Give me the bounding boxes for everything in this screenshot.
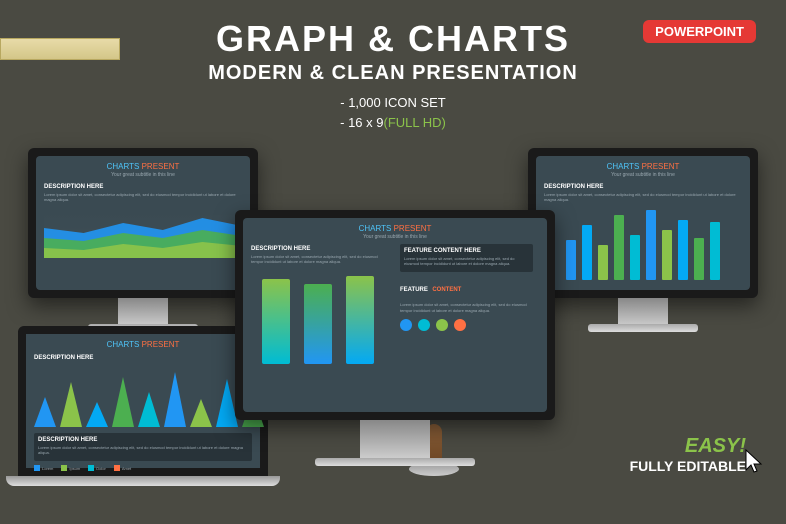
powerpoint-badge: POWERPOINT: [643, 20, 756, 43]
bar-chart-right: [544, 210, 742, 280]
feature-bullets: - 1,000 ICON SET - 16 x 9(FULL HD): [0, 93, 786, 132]
area-chart: [44, 208, 242, 258]
slide-3d-bars: CHARTS PRESENT Your great subtitle in th…: [243, 218, 547, 412]
icon-badges: [400, 319, 533, 331]
triangle-chart: [34, 367, 252, 427]
bullet-ratio: - 16 x 9(FULL HD): [0, 113, 786, 133]
subtitle: MODERN & CLEAN PRESENTATION: [0, 62, 786, 85]
slide-bar-chart: CHARTS PRESENT Your great subtitle in th…: [536, 156, 750, 290]
feature-box: FEATURE CONTENT HERE Lorem ipsum dolor s…: [400, 244, 533, 272]
bullet-icons: - 1,000 ICON SET: [0, 93, 786, 113]
laptop: CHARTS PRESENT DESCRIPTION HERE DESCRIPT…: [18, 326, 268, 486]
ruler-decoration: [0, 38, 120, 60]
slide-triangles: CHARTS PRESENT DESCRIPTION HERE DESCRIPT…: [18, 326, 268, 476]
easy-badge: EASY! FULLY EDITABLE: [630, 435, 746, 474]
monitor-right: CHARTS PRESENT Your great subtitle in th…: [528, 148, 758, 298]
monitor-left: CHARTS PRESENT Your great subtitle in th…: [28, 148, 258, 298]
monitor-center: CHARTS PRESENT Your great subtitle in th…: [235, 210, 555, 420]
slide-area-chart: CHARTS PRESENT Your great subtitle in th…: [36, 156, 250, 290]
cursor-icon: [742, 448, 766, 478]
bars-3d: [243, 274, 392, 364]
